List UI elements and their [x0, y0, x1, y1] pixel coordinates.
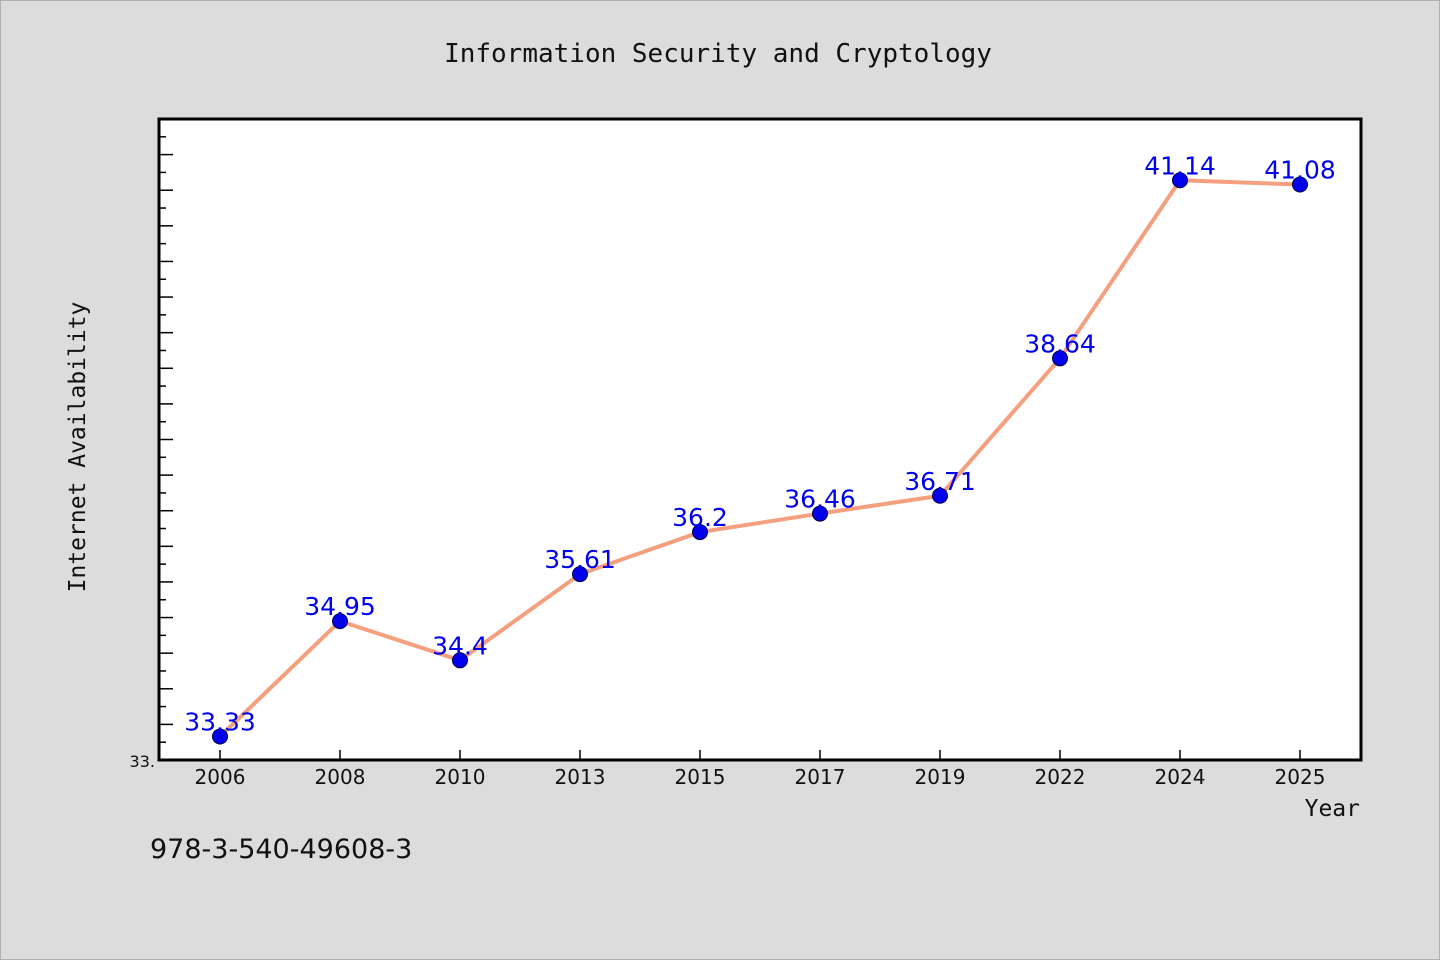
data-point [212, 728, 228, 745]
x-tick-label: 2013 [555, 765, 606, 789]
data-label: 36.71 [904, 467, 976, 496]
data-label: 36.2 [672, 503, 728, 532]
x-tick-label: 2010 [435, 765, 486, 789]
x-tick-label: 2017 [795, 765, 846, 789]
data-point [692, 524, 708, 541]
plot-area [157, 117, 1363, 762]
chart-title: Information Security and Cryptology [444, 39, 992, 69]
x-tick-label: 2019 [915, 765, 966, 789]
data-label: 34.95 [304, 592, 376, 621]
footer-isbn: 978-3-540-49608-3 [150, 834, 413, 865]
y-axis-label: Internet Availability [65, 302, 91, 593]
data-point [452, 652, 468, 669]
x-axis-label: Year [1305, 796, 1360, 822]
y-tick-label: 33. [130, 752, 155, 771]
x-tick-label: 2015 [675, 765, 726, 789]
data-point [1052, 350, 1068, 367]
data-point [332, 613, 348, 630]
data-label: 36.46 [784, 485, 856, 514]
x-axis-ticks: 2006 2008 2010 2013 2015 2017 2019 2022 2024 2025 [195, 750, 1326, 789]
x-tick-label: 2024 [1155, 765, 1206, 789]
data-label: 33.33 [184, 707, 256, 736]
data-label: 41.08 [1264, 156, 1336, 185]
data-point [1172, 172, 1188, 189]
data-point [1292, 176, 1308, 193]
y-axis-ticks [159, 118, 173, 761]
series-layer [212, 172, 1308, 745]
x-tick-label: 2008 [315, 765, 366, 789]
data-label: 38.64 [1024, 329, 1096, 358]
data-point [932, 487, 948, 504]
data-point [572, 566, 588, 583]
data-point [812, 505, 828, 522]
x-tick-label: 2006 [195, 765, 246, 789]
x-tick-label: 2022 [1035, 765, 1086, 789]
data-label: 41.14 [1144, 151, 1216, 180]
data-labels: 33.33 34.95 34.4 35.61 36.2 36.46 36.71 38.64 41… [184, 151, 1336, 736]
data-label: 34.4 [432, 631, 488, 660]
data-label: 35.61 [544, 545, 616, 574]
series-line [218, 178, 1301, 738]
x-tick-label: 2025 [1275, 765, 1326, 789]
